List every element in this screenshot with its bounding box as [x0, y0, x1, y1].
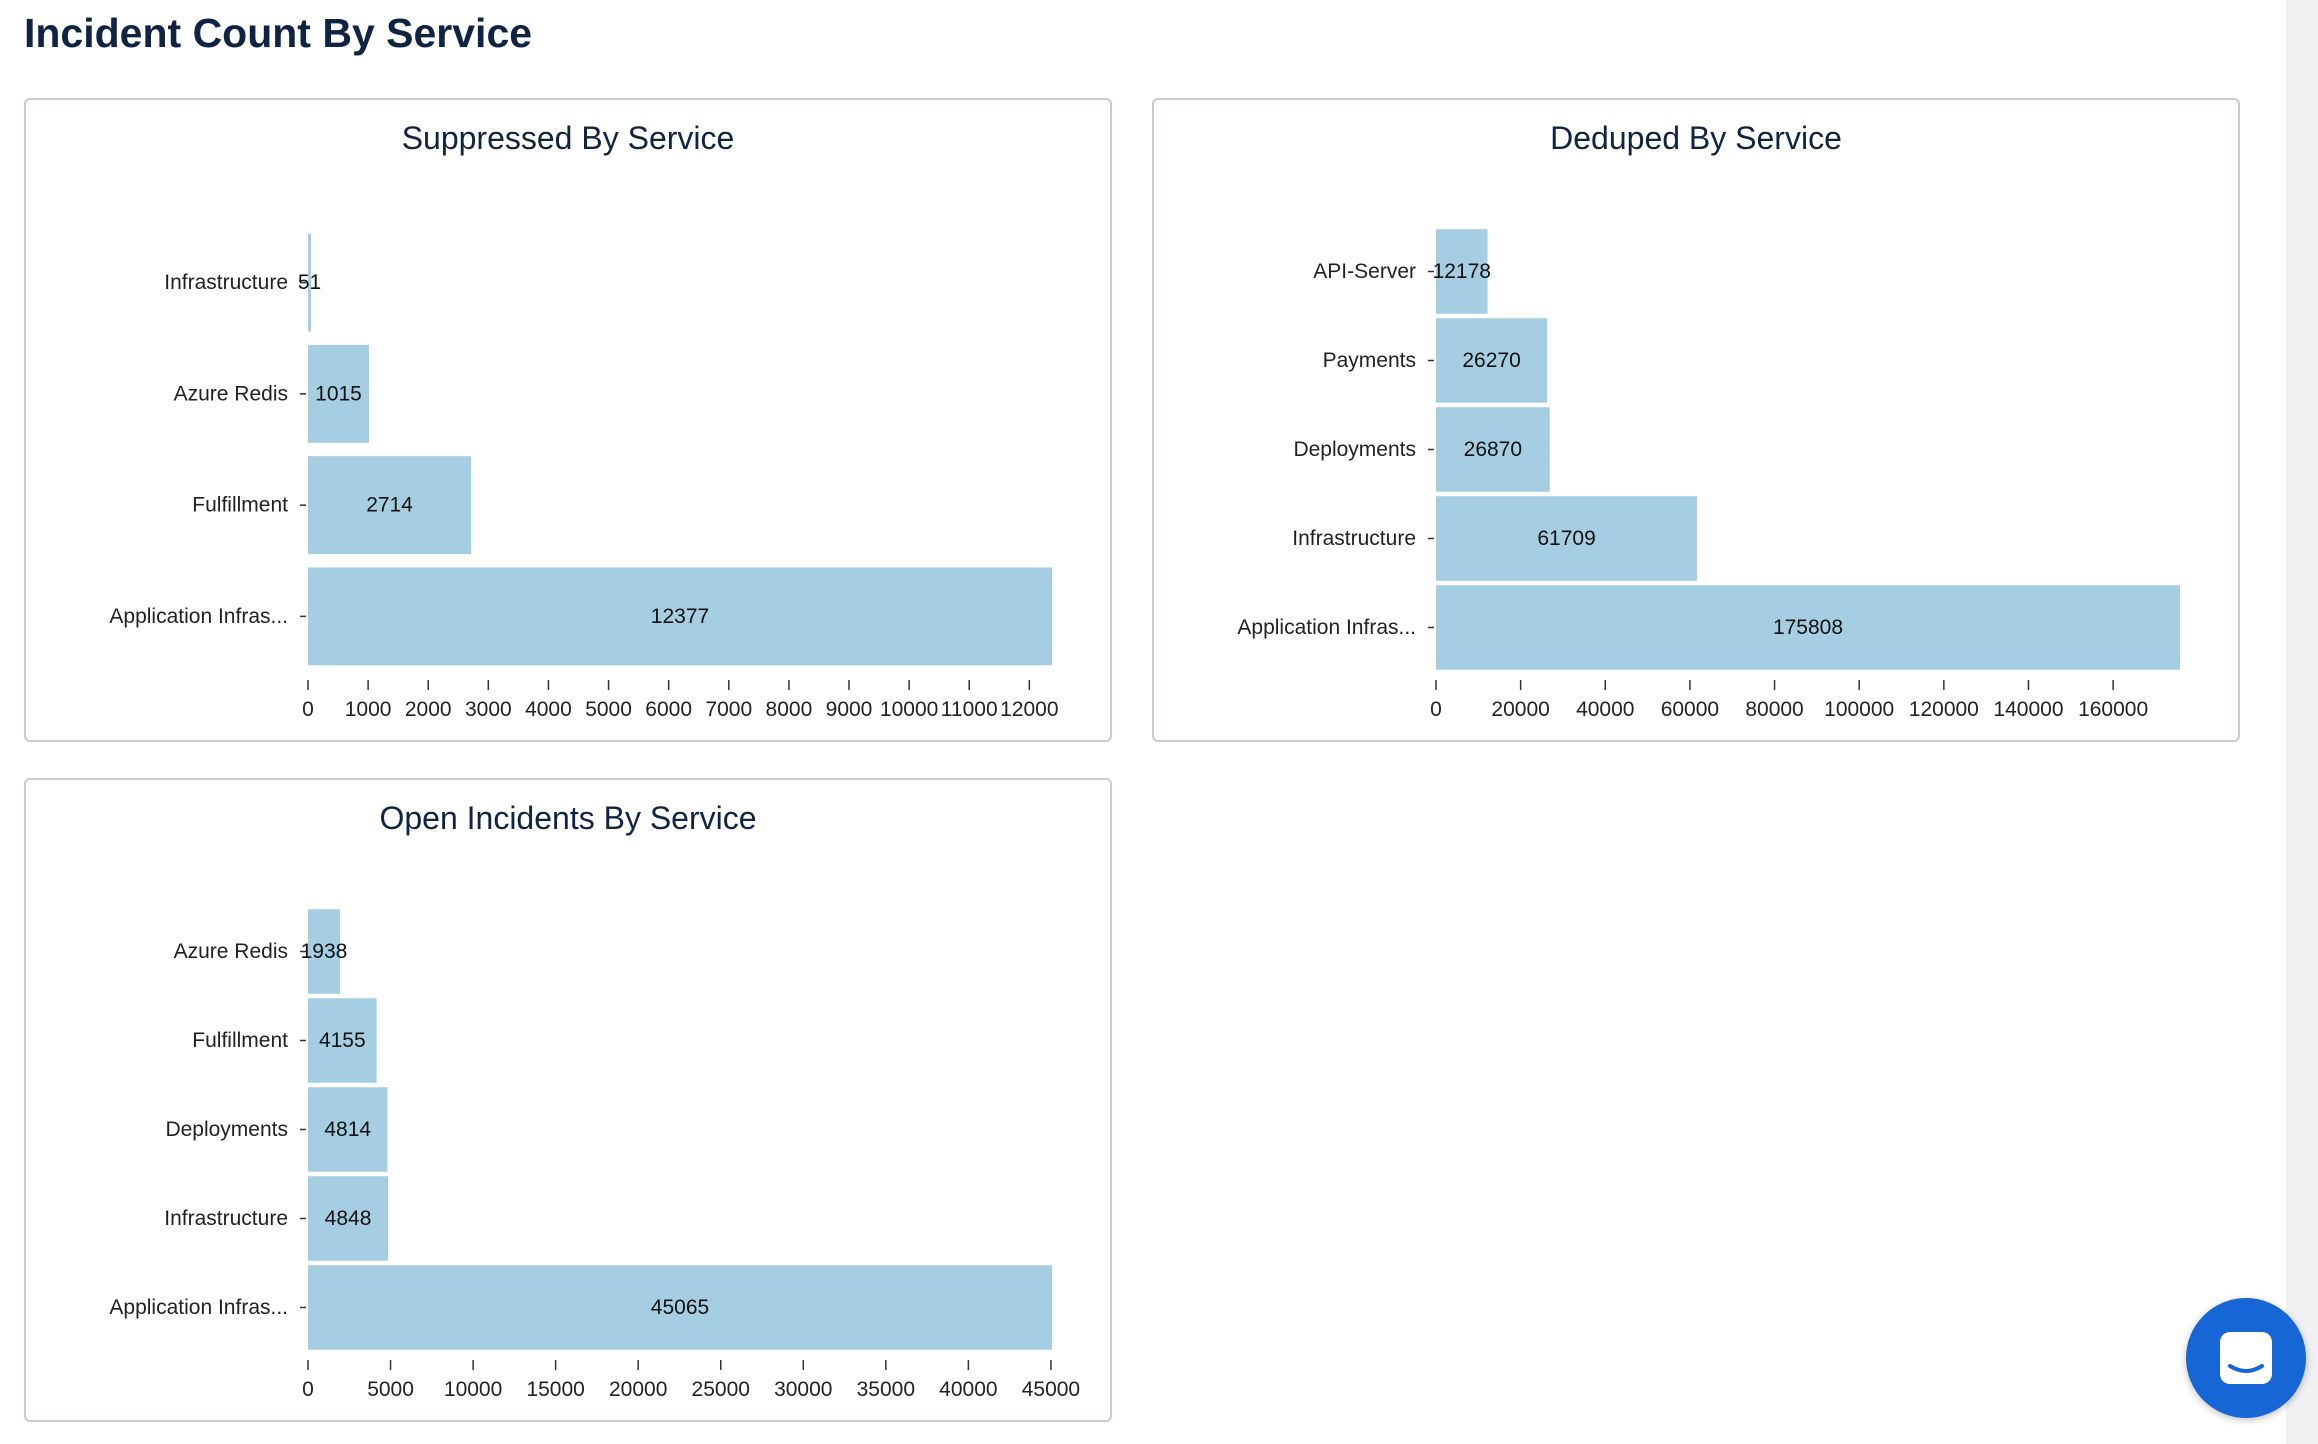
scrollbar-track[interactable]: [2286, 0, 2318, 1444]
chat-launcher-button[interactable]: [2186, 1298, 2306, 1418]
x-tick-label: 0: [302, 698, 314, 721]
x-tick-label: 8000: [766, 698, 813, 721]
data-label: 1938: [301, 940, 348, 963]
x-tick-label: 80000: [1745, 698, 1803, 721]
y-tick-label: Application Infras...: [109, 1296, 288, 1319]
x-tick-label: 45000: [1022, 1378, 1080, 1401]
bar[interactable]: [308, 567, 1052, 666]
x-tick-label: 20000: [609, 1378, 667, 1401]
y-tick-label: Payments: [1323, 349, 1416, 372]
data-label: 1015: [315, 382, 362, 405]
bar[interactable]: [308, 1176, 389, 1261]
chart-title: Open Incidents By Service: [379, 800, 757, 836]
data-label: 4814: [324, 1118, 371, 1141]
x-tick-label: 2000: [405, 698, 452, 721]
chart-title: Deduped By Service: [1550, 120, 1842, 156]
y-tick-label: Infrastructure: [164, 1207, 288, 1230]
x-tick-label: 4000: [525, 698, 572, 721]
data-label: 4155: [319, 1029, 366, 1052]
x-tick-label: 10000: [880, 698, 938, 721]
data-label: 4848: [325, 1207, 372, 1230]
chart-panel-open: Open Incidents By Service Azure Redis 193…: [24, 778, 1112, 1422]
x-tick-label: 15000: [526, 1378, 584, 1401]
bar[interactable]: [1436, 496, 1698, 581]
y-tick-label: Azure Redis: [174, 382, 288, 405]
chart-title: Suppressed By Service: [401, 120, 735, 156]
bar[interactable]: [308, 1087, 388, 1172]
x-tick-label: 60000: [1661, 698, 1719, 721]
chart-panel-deduped: Deduped By Service API-Server 12178 Paymen…: [1152, 98, 2240, 742]
y-tick-label: Fulfillment: [192, 494, 288, 517]
bar[interactable]: [308, 1265, 1052, 1350]
data-label: 45065: [651, 1296, 709, 1319]
x-tick-label: 0: [302, 1378, 314, 1401]
chart-svg: Azure Redis 1938 Fulfillment 4155 Deployment…: [109, 909, 1080, 1401]
x-tick-label: 7000: [705, 698, 752, 721]
x-tick-label: 160000: [2078, 698, 2148, 721]
data-label: 12377: [651, 605, 709, 628]
data-label: 12178: [1433, 260, 1491, 283]
data-label: 26270: [1462, 349, 1520, 372]
data-label: 175808: [1773, 616, 1843, 639]
x-tick-label: 9000: [826, 698, 873, 721]
y-tick-label: Azure Redis: [174, 940, 288, 963]
y-tick-label: Infrastructure: [164, 271, 288, 294]
x-tick-label: 20000: [1491, 698, 1549, 721]
bar[interactable]: [308, 233, 312, 332]
data-label: 26870: [1464, 438, 1522, 461]
x-tick-label: 1000: [345, 698, 392, 721]
y-tick-label: Application Infras...: [1237, 616, 1416, 639]
bar[interactable]: [1436, 318, 1548, 403]
x-tick-label: 5000: [585, 698, 632, 721]
x-tick-label: 6000: [645, 698, 692, 721]
bar[interactable]: [1436, 585, 2180, 670]
bar[interactable]: [308, 998, 377, 1083]
bar[interactable]: [308, 909, 340, 994]
y-tick-label: Deployments: [165, 1118, 288, 1141]
page-title: Incident Count By Service: [24, 10, 533, 56]
y-tick-label: API-Server: [1313, 260, 1416, 283]
x-tick-label: 25000: [692, 1378, 750, 1401]
x-tick-label: 120000: [1909, 698, 1979, 721]
x-tick-label: 140000: [1993, 698, 2063, 721]
x-tick-label: 40000: [1576, 698, 1634, 721]
bar[interactable]: [1436, 229, 1488, 314]
x-tick-label: 40000: [939, 1378, 997, 1401]
x-tick-label: 0: [1430, 698, 1442, 721]
data-label: 2714: [366, 494, 413, 517]
x-tick-label: 100000: [1824, 698, 1894, 721]
x-tick-label: 11000: [941, 698, 998, 721]
chart-svg: API-Server 12178 Payments 26270 Deployments 2…: [1237, 229, 2180, 721]
y-tick-label: Application Infras...: [109, 605, 288, 628]
chart-svg: Infrastructure 51 Azure Redis 1015 Fulfillme…: [109, 233, 1059, 721]
y-tick-label: Deployments: [1293, 438, 1416, 461]
data-label: 61709: [1537, 527, 1595, 550]
bar[interactable]: [308, 344, 370, 443]
x-tick-label: 30000: [774, 1378, 832, 1401]
chat-bubble-icon: [2220, 1332, 2272, 1384]
x-tick-label: 3000: [465, 698, 512, 721]
x-tick-label: 35000: [857, 1378, 915, 1401]
y-tick-label: Infrastructure: [1292, 527, 1416, 550]
x-tick-label: 5000: [367, 1378, 414, 1401]
bar[interactable]: [1436, 407, 1550, 492]
chart-panel-suppressed: Suppressed By Service Infrastructure 51 Az…: [24, 98, 1112, 742]
x-tick-label: 12000: [1000, 698, 1058, 721]
y-tick-label: Fulfillment: [192, 1029, 288, 1052]
bar[interactable]: [308, 456, 472, 555]
x-tick-label: 10000: [444, 1378, 502, 1401]
data-label: 51: [298, 271, 321, 294]
